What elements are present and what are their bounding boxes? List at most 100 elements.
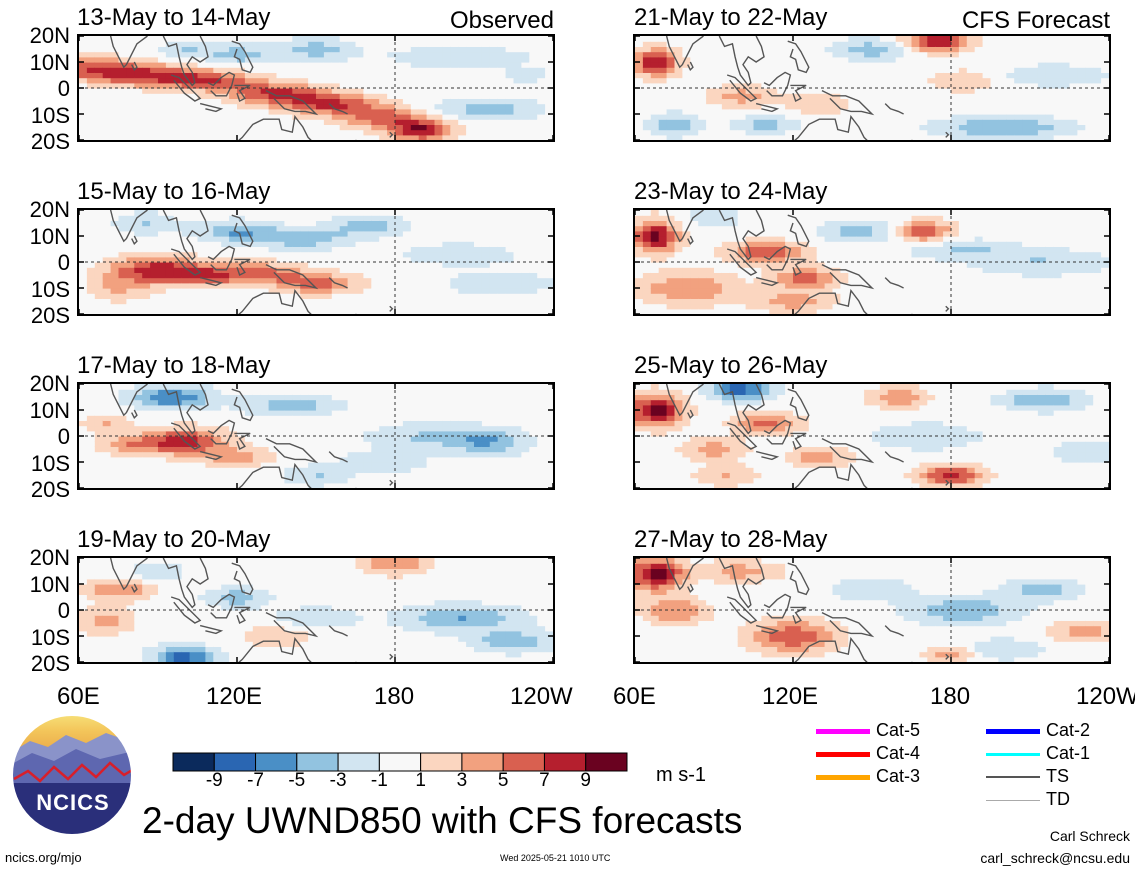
heatmap-cell bbox=[872, 46, 881, 53]
heatmap-cell bbox=[308, 251, 317, 258]
heatmap-cell bbox=[903, 56, 913, 63]
heatmap-cell bbox=[410, 119, 420, 125]
heatmap-cell bbox=[458, 88, 467, 94]
heatmap-cell bbox=[1101, 77, 1109, 84]
heatmap-cell bbox=[402, 98, 412, 105]
heatmap-cell bbox=[737, 251, 747, 258]
heatmap-cell bbox=[1053, 36, 1063, 42]
heatmap-cell bbox=[268, 134, 278, 140]
heatmap-cell bbox=[331, 114, 341, 120]
heatmap-cell bbox=[658, 246, 668, 253]
heatmap-cell bbox=[753, 129, 762, 136]
heatmap-cell bbox=[958, 241, 968, 247]
heatmap-cell bbox=[79, 124, 88, 131]
heatmap-cell bbox=[545, 56, 553, 63]
heatmap-cell bbox=[110, 272, 120, 279]
heatmap-cell bbox=[1030, 129, 1039, 136]
heatmap-cell bbox=[1037, 277, 1047, 284]
heatmap-cell bbox=[1085, 77, 1094, 84]
heatmap-cell bbox=[300, 93, 309, 99]
heatmap-cell bbox=[142, 72, 151, 79]
heatmap-cell bbox=[840, 303, 849, 310]
heatmap-cell bbox=[442, 72, 451, 79]
heatmap-cell bbox=[729, 236, 739, 242]
heatmap-cell bbox=[316, 56, 325, 63]
heatmap-cell bbox=[244, 72, 254, 79]
heatmap-cell bbox=[777, 46, 786, 53]
heatmap-cell bbox=[323, 134, 333, 140]
heatmap-cell bbox=[1061, 129, 1071, 136]
heatmap-cell bbox=[300, 46, 309, 53]
heatmap-cell bbox=[181, 282, 191, 289]
heatmap-cell bbox=[284, 67, 293, 73]
heatmap-cell bbox=[513, 308, 522, 314]
heatmap-cell bbox=[666, 246, 676, 253]
heatmap-cell bbox=[410, 262, 420, 268]
heatmap-cell bbox=[387, 46, 396, 53]
heatmap-cell bbox=[824, 267, 834, 273]
heatmap-cell bbox=[793, 108, 802, 115]
heatmap-cell bbox=[110, 298, 120, 305]
heatmap-cell bbox=[158, 88, 167, 94]
heatmap-cell bbox=[339, 267, 349, 273]
heatmap-cell bbox=[761, 282, 770, 289]
heatmap-cell bbox=[355, 46, 364, 53]
heatmap-cell bbox=[658, 210, 668, 216]
heatmap-cell bbox=[982, 119, 992, 125]
heatmap-cell bbox=[308, 230, 317, 237]
heatmap-cell bbox=[268, 103, 278, 110]
heatmap-cell bbox=[903, 236, 913, 242]
heatmap-cell bbox=[363, 93, 372, 99]
heatmap-cell bbox=[458, 215, 467, 221]
heatmap-cell bbox=[489, 67, 499, 73]
heatmap-cell bbox=[363, 129, 372, 136]
heatmap-cell bbox=[650, 293, 660, 299]
heatmap-cell bbox=[698, 246, 707, 253]
heatmap-cell bbox=[237, 215, 246, 221]
heatmap-cell bbox=[229, 46, 238, 53]
heatmap-cell bbox=[642, 88, 652, 94]
heatmap-cell bbox=[521, 303, 530, 310]
heatmap-cell bbox=[808, 51, 818, 58]
heatmap-cell bbox=[86, 124, 96, 131]
heatmap-cell bbox=[402, 293, 412, 299]
heatmap-cell bbox=[769, 210, 778, 216]
heatmap-cell bbox=[777, 251, 786, 258]
heatmap-cell bbox=[737, 51, 747, 58]
heatmap-cell bbox=[745, 220, 755, 227]
heatmap-cell bbox=[682, 303, 691, 310]
heatmap-cell bbox=[513, 62, 522, 68]
heatmap-cell bbox=[339, 293, 349, 299]
coastline bbox=[328, 103, 348, 115]
heatmap-cell bbox=[706, 215, 715, 221]
heatmap-cell bbox=[1069, 134, 1078, 140]
heatmap-cell bbox=[919, 303, 928, 310]
heatmap-cell bbox=[379, 246, 388, 253]
heatmap-cell bbox=[379, 62, 388, 68]
heatmap-cell bbox=[753, 236, 762, 242]
heatmap-cell bbox=[347, 272, 357, 279]
heatmap-cell bbox=[808, 67, 818, 73]
heatmap-cell bbox=[434, 72, 443, 79]
heatmap-cell bbox=[158, 46, 167, 53]
heatmap-cell bbox=[658, 267, 668, 273]
heatmap-cell bbox=[753, 262, 762, 268]
heatmap-cell bbox=[737, 230, 747, 237]
heatmap-cell bbox=[1030, 56, 1039, 63]
heatmap-cell bbox=[721, 246, 731, 253]
heatmap-cell bbox=[714, 246, 723, 253]
heatmap-cell bbox=[481, 82, 491, 89]
heatmap-cell bbox=[189, 241, 199, 247]
heatmap-cell bbox=[110, 256, 120, 263]
heatmap-cell bbox=[134, 256, 143, 263]
heatmap-cell bbox=[761, 56, 770, 63]
heatmap-cell bbox=[221, 225, 230, 232]
heatmap-cell bbox=[706, 93, 715, 99]
heatmap-cell bbox=[808, 124, 818, 131]
heatmap-cell bbox=[521, 129, 530, 136]
heatmap-cell bbox=[1022, 124, 1031, 131]
heatmap-cell bbox=[142, 51, 151, 58]
heatmap-cell bbox=[229, 67, 238, 73]
heatmap-cell bbox=[1022, 225, 1031, 232]
heatmap-cell bbox=[642, 251, 652, 258]
